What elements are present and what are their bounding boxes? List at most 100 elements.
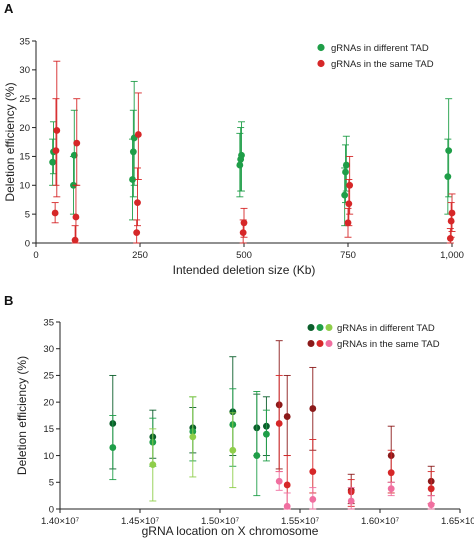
legend-a-marker-different-tad	[317, 43, 325, 52]
panel-b-data-point	[283, 481, 291, 489]
panel-a-y-tick-label: 30	[19, 65, 30, 76]
panel-b-data-point	[253, 452, 261, 459]
legend-b-markers-same-tad	[307, 340, 333, 347]
panel-b-y-tick-label: 25	[43, 371, 54, 382]
plot-b: 0 5 10 15 20 25 30 35 1.40×10⁷ 1.45×10⁷ 1.50×10⁷ 1.…	[41, 317, 474, 527]
panel-a-data-point	[72, 213, 80, 221]
panel-a-data-point	[71, 236, 79, 244]
panel-a-data-point	[345, 200, 353, 208]
panel-a-x-tick-label: 250	[132, 250, 148, 261]
panel-a-data-point	[70, 151, 78, 159]
legend-b-swatch-different-tad	[325, 324, 333, 331]
panel-a-x-axis-label: Intended deletion size (Kb)	[173, 263, 316, 277]
panel-a-y-tick-label: 10	[19, 181, 30, 192]
panel-b-data-point	[263, 430, 270, 438]
panel-a-data-point	[129, 148, 137, 156]
panel-a-data-point	[236, 161, 244, 169]
panel-a-x-tick-label: 500	[236, 250, 252, 261]
legend-b-markers-different-tad	[307, 324, 333, 331]
panel-b-y-tick-label: 5	[49, 478, 54, 489]
panel-b-x-tick-label: 1.45×10⁷	[121, 516, 160, 527]
panel-a-data-point	[239, 229, 247, 237]
panel-b-legend: gRNAs in different TAD gRNAs in the same…	[307, 323, 440, 350]
panel-a-data-point	[445, 147, 453, 155]
panel-a-data-point	[342, 161, 350, 169]
panel-b-data-point	[387, 469, 395, 477]
legend-b-swatch-same-tad	[316, 340, 324, 347]
panel-a-data-point	[444, 173, 452, 181]
legend-a-label-different-tad: gRNAs in different TAD	[331, 43, 429, 54]
panel-a-data-point	[240, 219, 248, 227]
panel-a-data-point	[134, 199, 141, 207]
panel-b-data-point	[229, 446, 237, 454]
panel-b: B 0 5 10 15 20 25 30 35 1.40×10⁷ 1.45×10⁷ 1.50×10⁷…	[4, 293, 474, 538]
legend-b-swatch-same-tad	[307, 340, 315, 347]
panel-a-data-point	[73, 139, 81, 147]
legend-b-swatch-same-tad	[325, 340, 333, 347]
legend-a-marker-same-tad	[317, 59, 325, 68]
panel-b-data-point	[387, 485, 395, 493]
panel-a-data-point	[342, 168, 349, 176]
panel-a-data-point	[52, 147, 60, 155]
panel-a-letter: A	[4, 1, 14, 16]
panel-b-data-point	[309, 405, 317, 412]
panel-a: A 0 5 10 15 20 25 30 35 0 250 500 750 1,000 Intended…	[3, 1, 464, 277]
panel-a-legend: gRNAs in different TAD gRNAs in the same…	[317, 43, 434, 70]
legend-b-label-same-tad: gRNAs in the same TAD	[337, 339, 440, 350]
panel-b-x-tick-label: 1.55×10⁷	[281, 516, 320, 527]
legend-b-swatch-different-tad	[316, 324, 324, 331]
panel-b-x-tick-label: 1.40×10⁷	[41, 516, 80, 527]
panel-a-x-tick-label: 0	[33, 250, 38, 261]
panel-a-y-tick-label: 0	[25, 238, 30, 249]
panel-a-data-point	[341, 191, 349, 199]
panel-a-data-point	[238, 151, 245, 159]
panel-a-data-point	[53, 127, 61, 134]
panel-a-data-point	[447, 217, 455, 225]
panel-b-data-point	[275, 420, 283, 427]
panel-a-x-tick-label: 1,000	[440, 250, 464, 261]
legend-b-label-different-tad: gRNAs in different TAD	[337, 323, 435, 334]
panel-b-y-axis-label: Deletion efficiency (%)	[15, 356, 29, 475]
panel-a-y-tick-label: 35	[19, 36, 30, 47]
panel-b-data-point	[149, 461, 157, 469]
panel-b-x-tick-label: 1.65×10⁷	[441, 516, 474, 527]
panel-b-x-tick-label: 1.50×10⁷	[201, 516, 240, 527]
panel-a-data-point	[49, 158, 57, 166]
panel-b-data-point	[309, 468, 317, 475]
panel-a-data-point	[344, 219, 352, 227]
panel-b-data-point	[275, 477, 283, 485]
panel-a-data-point	[133, 229, 141, 237]
legend-b-swatch-different-tad	[307, 324, 315, 331]
panel-a-y-tick-label: 5	[25, 209, 30, 220]
panel-b-data-point	[427, 501, 435, 509]
panel-b-x-axis-label: gRNA location on X chromosome	[142, 524, 319, 538]
panel-b-data-point	[427, 485, 435, 493]
panel-a-x-tick-label: 750	[340, 250, 356, 261]
panel-b-y-tick-label: 30	[43, 344, 54, 355]
panel-b-data-point	[189, 433, 197, 441]
panel-a-y-tick-label: 20	[19, 123, 30, 134]
panel-b-y-tick-label: 35	[43, 317, 54, 328]
panel-b-data-point	[283, 502, 291, 510]
panel-b-data-point	[283, 413, 291, 420]
panel-b-data-point	[347, 497, 355, 505]
panel-b-x-tick-label: 1.60×10⁷	[361, 516, 400, 527]
legend-a-label-same-tad: gRNAs in the same TAD	[331, 59, 434, 70]
panel-b-y-tick-label: 15	[43, 424, 54, 435]
panel-a-y-tick-label: 25	[19, 94, 30, 105]
panel-b-y-tick-label: 20	[43, 397, 54, 408]
panel-b-y-tick-label: 10	[43, 451, 54, 462]
panel-a-data-point	[134, 131, 142, 138]
panel-b-letter: B	[4, 293, 13, 308]
panel-a-y-axis-label: Deletion efficiency (%)	[3, 82, 17, 201]
panel-b-data-point	[309, 495, 317, 503]
panel-b-data-point	[109, 444, 117, 451]
panel-a-data-point	[446, 234, 454, 242]
plot-a: 0 5 10 15 20 25 30 35 0 250 500 750 1,000	[19, 36, 463, 261]
panel-a-data-point	[51, 209, 59, 217]
panel-a-data-point	[448, 209, 456, 217]
panel-a-y-tick-label: 15	[19, 152, 30, 163]
panel-a-data-point	[346, 181, 354, 189]
panel-b-y-tick-label: 0	[49, 504, 54, 515]
